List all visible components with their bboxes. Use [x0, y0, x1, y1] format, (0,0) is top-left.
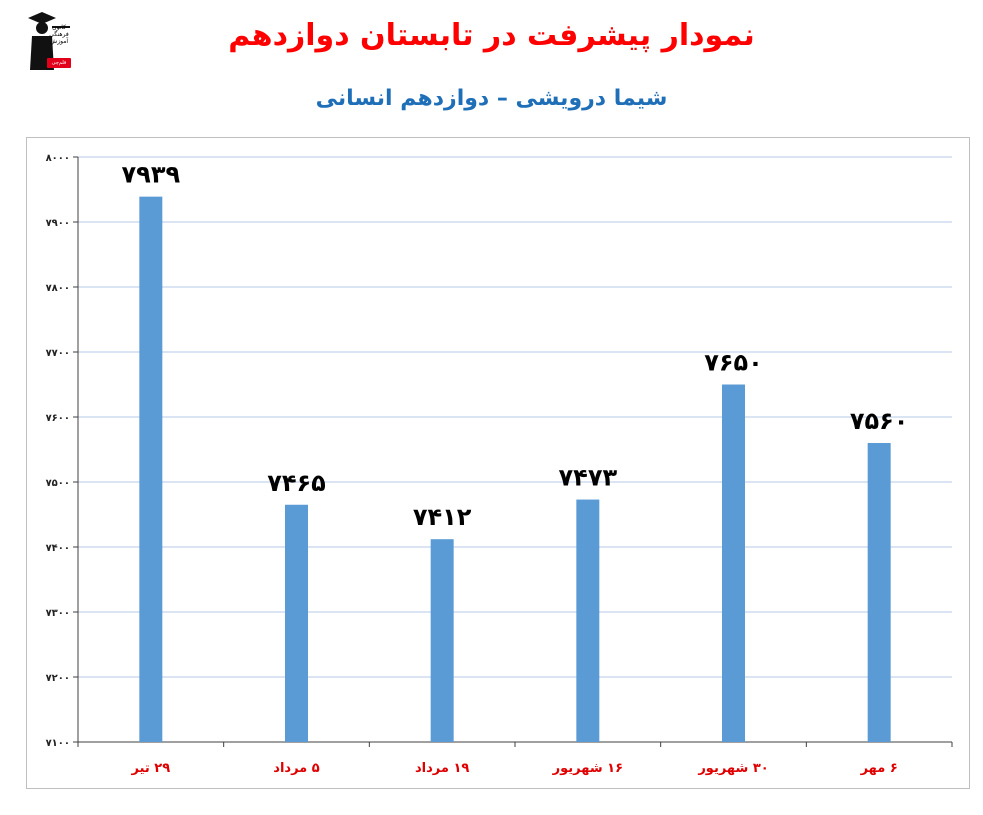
data-label: ۷۹۳۹ [122, 161, 181, 189]
bars [139, 196, 891, 742]
logo-line-2: فرهنگی [49, 31, 69, 38]
category-labels: ۲۹ تیر ۵ مرداد ۱۹ مرداد ۱۶ شهریور ۳۰ شهریور ۶… [130, 761, 897, 776]
y-tick-label: ۷۷۰۰ [46, 348, 70, 359]
bar [139, 196, 163, 742]
y-tick-label: ۷۳۰۰ [46, 608, 70, 619]
logo-line-3: آموزش [49, 38, 69, 45]
x-tick-label: ۱۶ شهریور [552, 761, 623, 776]
data-label: ۷۴۱۲ [413, 503, 472, 531]
value-labels: ۷۹۳۹ ۷۴۶۵ ۷۴۱۲ ۷۴۷۳ ۷۶۵۰ ۷۵۶۰ [122, 161, 909, 532]
y-tick-label: ۷۱۰۰ [46, 738, 70, 749]
axes: ۷۱۰۰ ۷۲۰۰ ۷۳۰۰ ۷۴۰۰ ۷۵۰۰ ۷۶۰۰ ۷۷۰۰ ۷۸۰۰ ۷۹۰۰ ۸۰۰۰ [46, 153, 953, 749]
bar [722, 384, 745, 742]
logo-text: کانون فرهنگی آموزش [44, 24, 74, 45]
y-tick-label: ۸۰۰۰ [46, 153, 70, 164]
y-tick-label: ۷۸۰۰ [46, 283, 70, 294]
bar [867, 443, 891, 742]
chart-frame [26, 137, 970, 789]
y-tick-label: ۷۹۰۰ [46, 218, 70, 229]
x-tick-label: ۶ مهر [860, 761, 898, 776]
x-tick-label: ۳۰ شهریور [697, 761, 768, 776]
bar [576, 499, 600, 742]
y-tick-label: ۷۵۰۰ [46, 478, 70, 489]
y-tick-label: ۷۶۰۰ [46, 413, 70, 424]
x-tick-label: ۵ مرداد [273, 761, 319, 776]
data-label: ۷۴۷۳ [559, 464, 618, 492]
y-tick-label: ۷۴۰۰ [46, 543, 70, 554]
bar [430, 539, 454, 742]
data-label: ۷۴۶۵ [267, 469, 326, 497]
x-tick-label: ۱۹ مرداد [415, 761, 469, 776]
bar [285, 504, 308, 742]
logo-badge: قلم‌چی [47, 58, 71, 68]
grid-lines [78, 156, 952, 678]
logo-line-1: کانون [52, 24, 66, 31]
x-tick-label: ۲۹ تیر [130, 761, 170, 776]
chart-subtitle: شیما درویشی – دوازدهم انسانی [315, 86, 668, 111]
data-label: ۷۵۶۰ [850, 407, 909, 435]
chart-title: نمودار پیشرفت در تابستان دوازدهم [228, 18, 755, 53]
data-label: ۷۶۵۰ [704, 349, 763, 377]
y-tick-label: ۷۲۰۰ [46, 673, 70, 684]
